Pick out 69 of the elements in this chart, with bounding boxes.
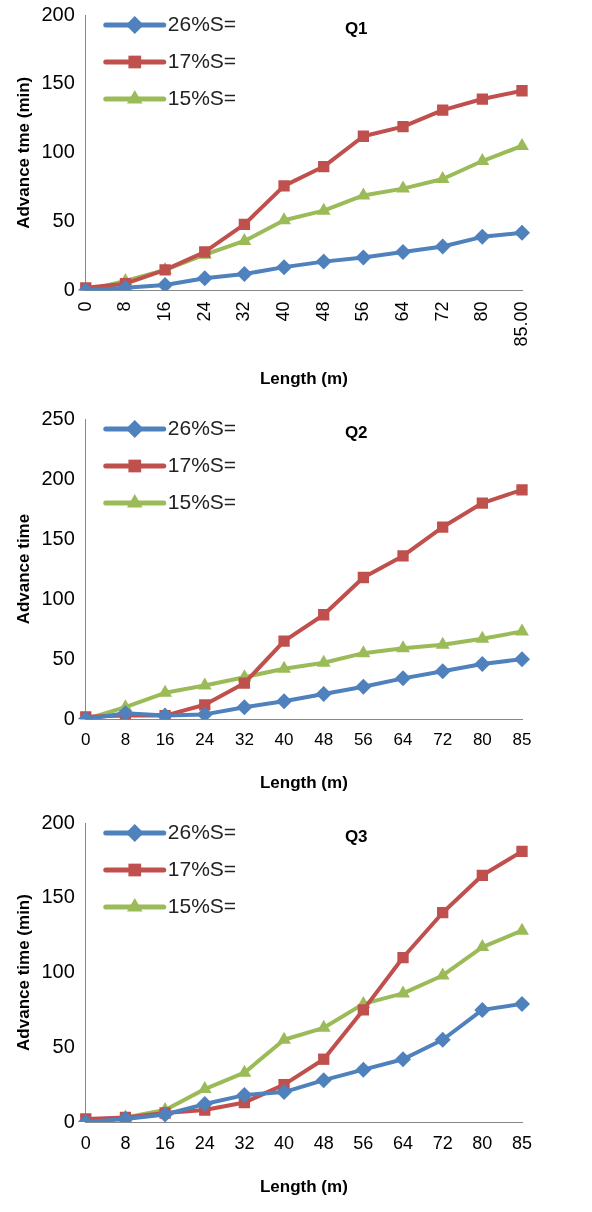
- x-tick-label: 72: [431, 301, 452, 322]
- legend-label: 26%S=: [167, 415, 237, 439]
- x-tick-label: 56: [352, 301, 373, 322]
- y-tick-label: 200: [41, 810, 75, 833]
- x-tick-label: 24: [193, 301, 214, 322]
- y-axis-title: Advance time (min): [13, 894, 33, 1051]
- legend-label: 15%S=: [167, 85, 237, 109]
- x-tick-label: 72: [432, 1132, 453, 1153]
- x-tick-label: 85.00: [510, 301, 531, 347]
- x-tick-label: 64: [392, 301, 412, 322]
- x-tick-label: 16: [154, 301, 175, 322]
- x-tick-label: 80: [472, 730, 492, 750]
- x-tick-label: 85: [512, 730, 532, 750]
- y-axis-title: Advance tme (min): [13, 76, 33, 229]
- x-tick-label: 48: [314, 730, 334, 750]
- chart-title: Q3: [344, 826, 368, 846]
- y-tick-label: 200: [41, 466, 75, 489]
- y-tick-label: 50: [52, 1034, 75, 1057]
- y-tick-label: 50: [52, 209, 75, 232]
- x-tick-label: 72: [433, 730, 453, 750]
- x-tick-label: 40: [274, 730, 294, 750]
- x-tick-label: 48: [312, 301, 333, 322]
- y-tick-label: 50: [52, 646, 75, 669]
- x-tick-label: 8: [114, 301, 135, 312]
- x-tick-label: 8: [120, 1132, 131, 1153]
- y-tick-label: 100: [41, 960, 75, 983]
- legend-label: 15%S=: [167, 893, 237, 917]
- x-tick-label: 32: [234, 730, 254, 750]
- x-axis-title: Length (m): [259, 369, 348, 389]
- x-tick-label: 32: [233, 301, 254, 322]
- y-tick-label: 0: [63, 1109, 75, 1132]
- y-tick-label: 150: [41, 885, 75, 908]
- x-tick-label: 32: [234, 1132, 255, 1153]
- y-tick-label: 150: [41, 526, 75, 549]
- x-tick-label: 0: [80, 1132, 91, 1153]
- x-tick-label: 8: [120, 730, 131, 750]
- x-tick-label: 40: [274, 1132, 295, 1153]
- legend-label: 26%S=: [167, 819, 237, 843]
- x-tick-label: 24: [194, 1132, 215, 1153]
- x-tick-label: 48: [313, 1132, 334, 1153]
- y-tick-label: 0: [63, 706, 75, 729]
- y-tick-label: 250: [41, 406, 75, 429]
- x-tick-label: 85: [511, 1132, 533, 1153]
- x-tick-label: 80: [471, 301, 492, 322]
- y-axis-title: Advance time: [13, 513, 33, 625]
- x-tick-label: 40: [273, 301, 294, 322]
- y-tick-label: 150: [41, 71, 75, 94]
- x-tick-label: 0: [81, 730, 91, 750]
- x-tick-label: 64: [393, 730, 413, 750]
- x-tick-label: 0: [74, 301, 95, 312]
- x-tick-label: 16: [155, 1132, 176, 1153]
- chart-title: Q2: [344, 422, 368, 442]
- chart-title: Q1: [344, 18, 368, 38]
- x-tick-label: 80: [472, 1132, 493, 1153]
- x-tick-label: 64: [393, 1132, 414, 1153]
- x-axis-title: Length (m): [259, 773, 348, 793]
- legend-label: 17%S=: [167, 452, 237, 476]
- x-tick-label: 16: [155, 730, 175, 750]
- legend-label: 15%S=: [167, 489, 237, 513]
- x-tick-label: 24: [195, 730, 215, 750]
- y-tick-label: 100: [41, 586, 75, 609]
- legend-label: 26%S=: [167, 11, 237, 35]
- legend-label: 17%S=: [167, 856, 237, 880]
- y-tick-label: 100: [41, 140, 75, 163]
- legend-label: 17%S=: [167, 48, 237, 72]
- y-tick-label: 200: [41, 2, 75, 25]
- x-tick-label: 56: [353, 730, 373, 750]
- x-tick-label: 56: [353, 1132, 374, 1153]
- x-axis-title: Length (m): [259, 1177, 348, 1197]
